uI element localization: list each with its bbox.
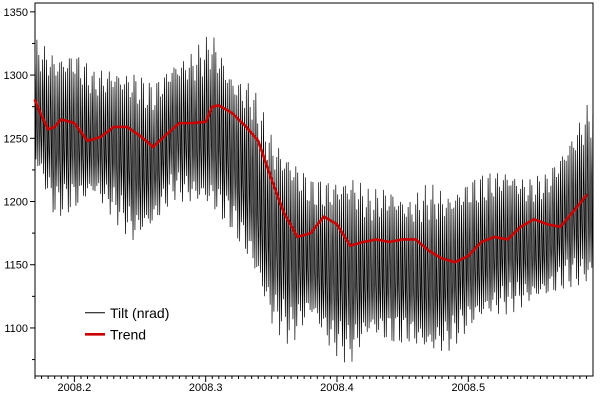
y-tick-label: 1350 [4,7,28,19]
y-tick-label: 1300 [4,70,28,82]
axis-layer: 2008.2 2008.3 2008.4 2008.5 1100 1150 1200 1250… [4,7,587,394]
x-tick-label: 2008.3 [189,382,223,394]
y-tick-label: 1200 [4,197,28,209]
y-tick-label: 1250 [4,133,28,145]
tilt-series-line [34,36,594,363]
plot-frame [34,2,594,377]
legend: Tilt (nrad) Trend [85,305,169,342]
legend-label-trend: Trend [110,326,146,342]
x-tick-label: 2008.5 [451,382,485,394]
x-tick-label: 2008.4 [320,382,354,394]
x-tick-label: 2008.2 [58,382,92,394]
y-tick-label: 1100 [4,323,28,335]
y-tick-label: 1150 [4,260,28,272]
trend-series-line [33,99,588,264]
legend-label-tilt: Tilt (nrad) [110,305,169,321]
series-layer [33,36,594,363]
